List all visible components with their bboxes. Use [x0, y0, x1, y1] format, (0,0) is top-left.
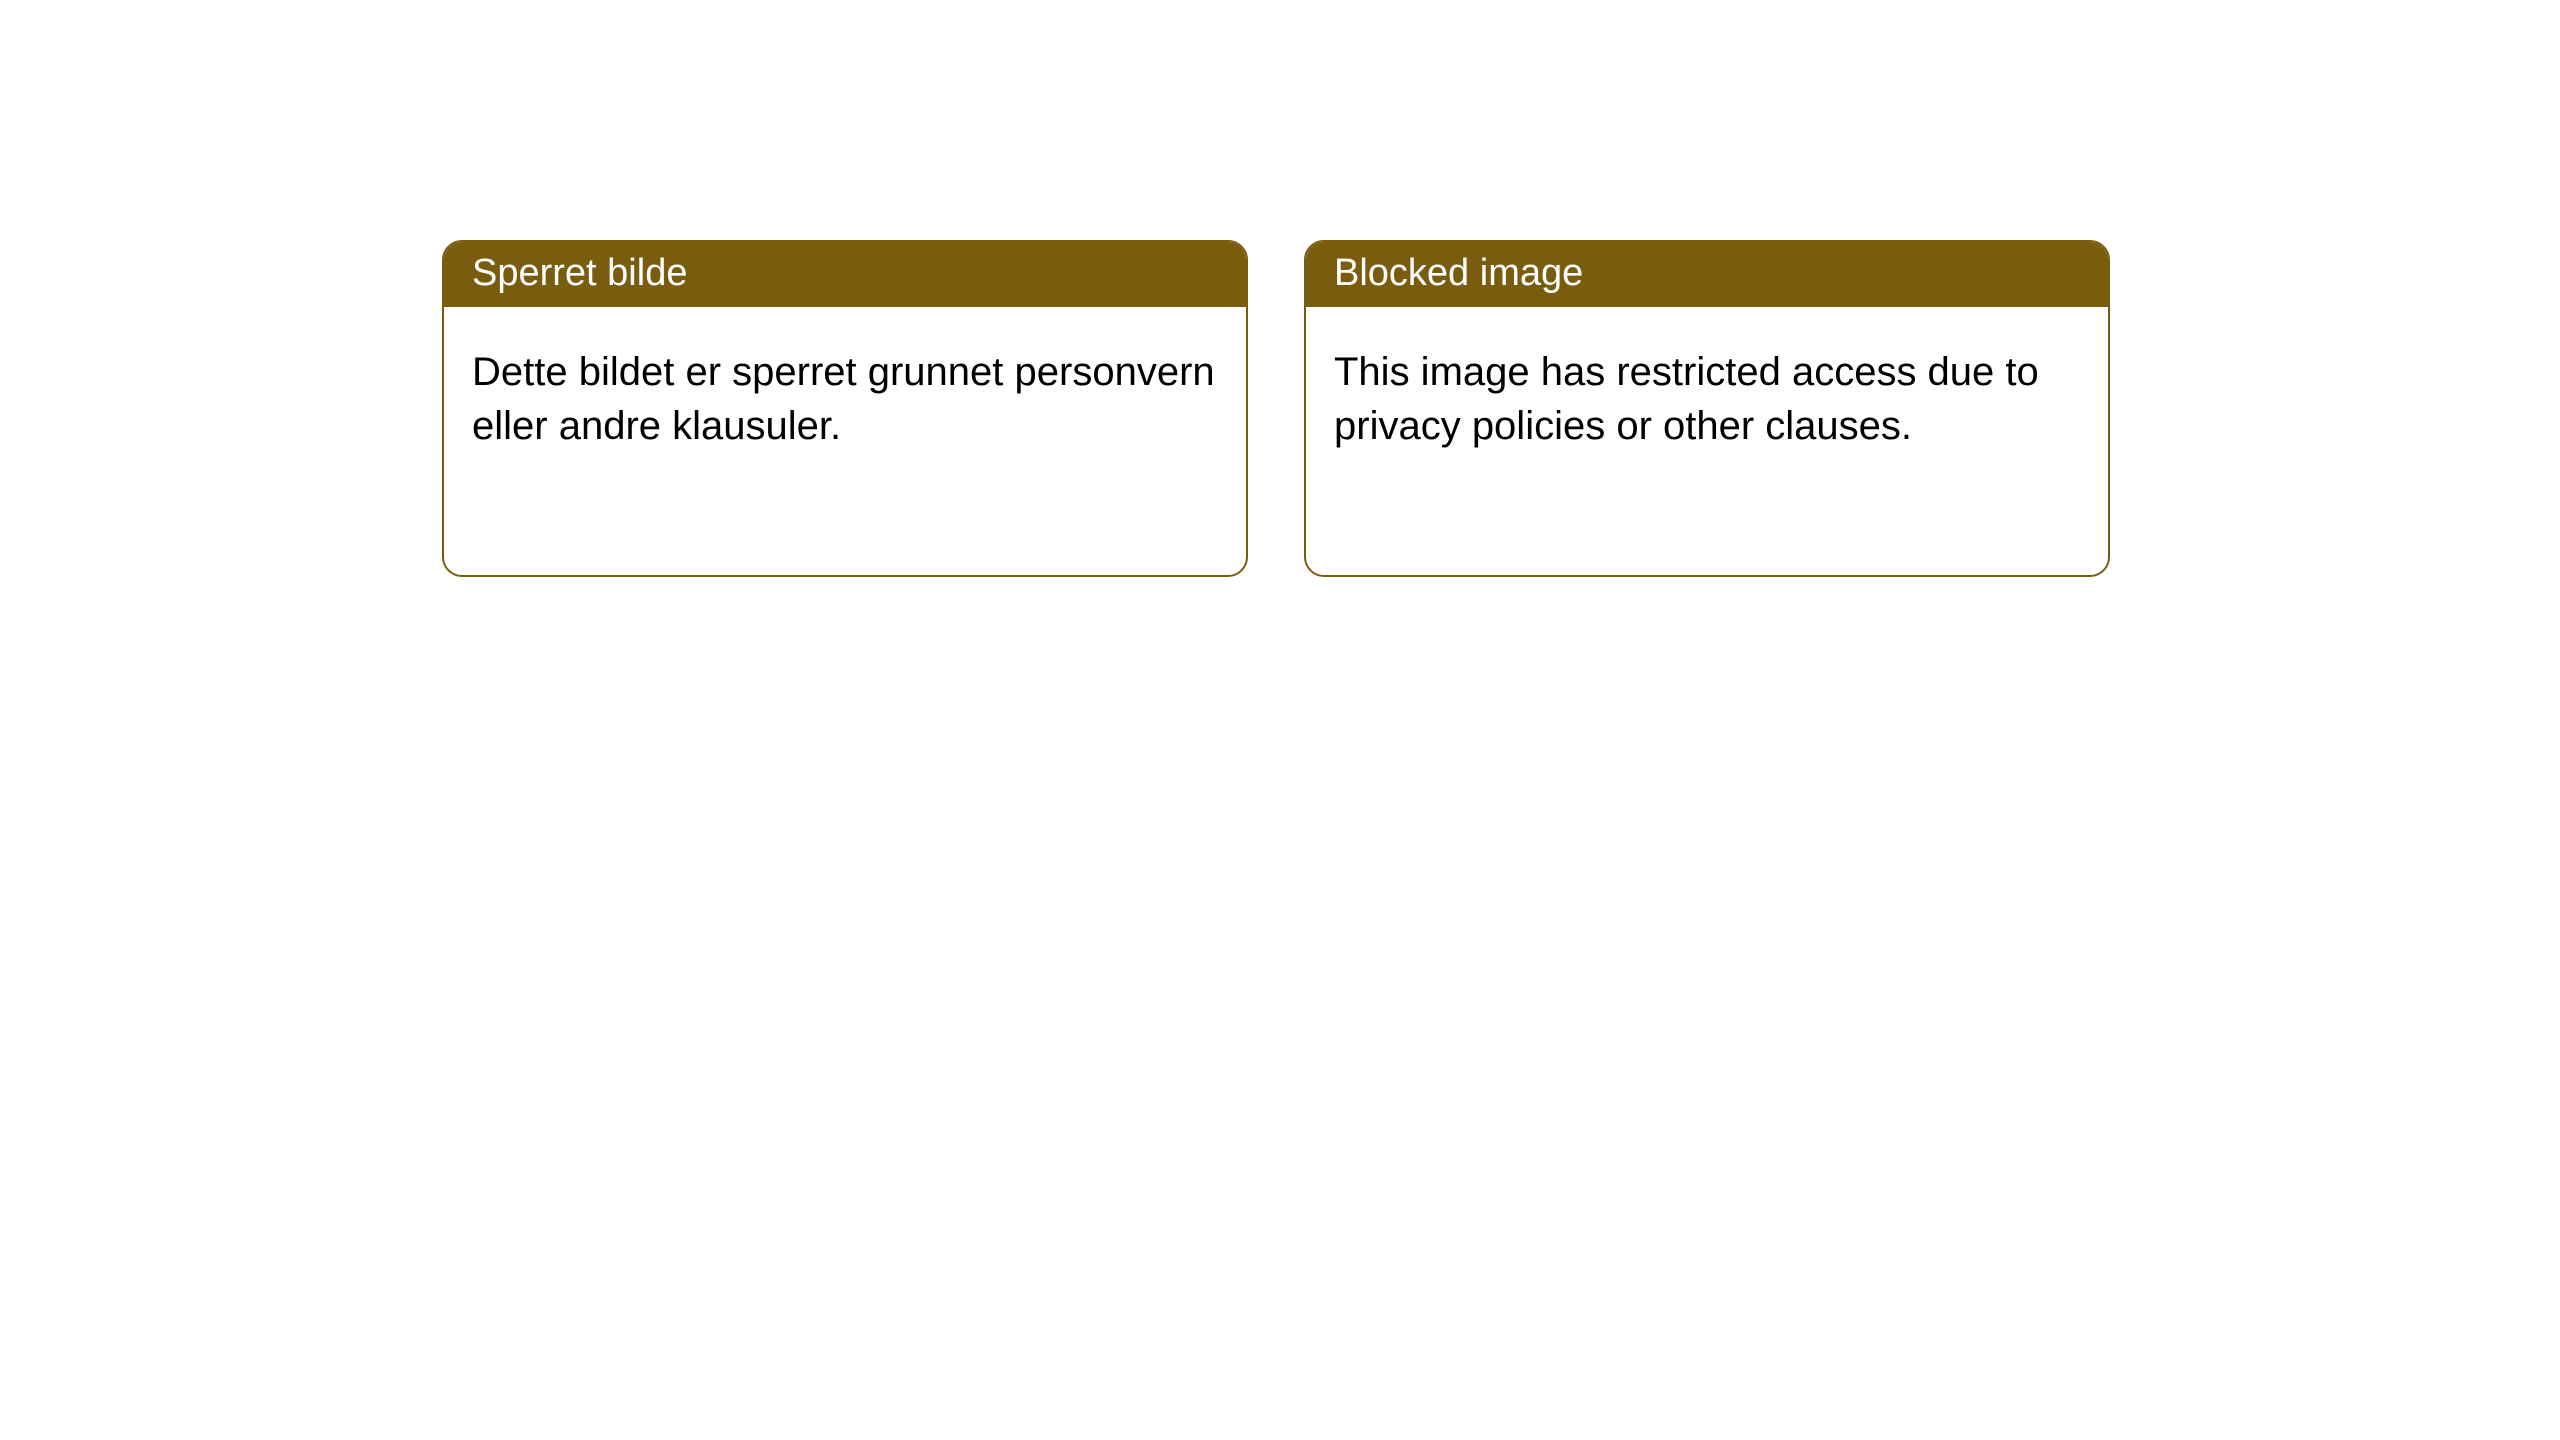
notice-header: Sperret bilde: [444, 242, 1246, 307]
notice-container: Sperret bilde Dette bildet er sperret gr…: [0, 0, 2560, 577]
notice-body: This image has restricted access due to …: [1306, 307, 2108, 575]
notice-card-norwegian: Sperret bilde Dette bildet er sperret gr…: [442, 240, 1248, 577]
notice-card-english: Blocked image This image has restricted …: [1304, 240, 2110, 577]
notice-body: Dette bildet er sperret grunnet personve…: [444, 307, 1246, 575]
notice-header: Blocked image: [1306, 242, 2108, 307]
